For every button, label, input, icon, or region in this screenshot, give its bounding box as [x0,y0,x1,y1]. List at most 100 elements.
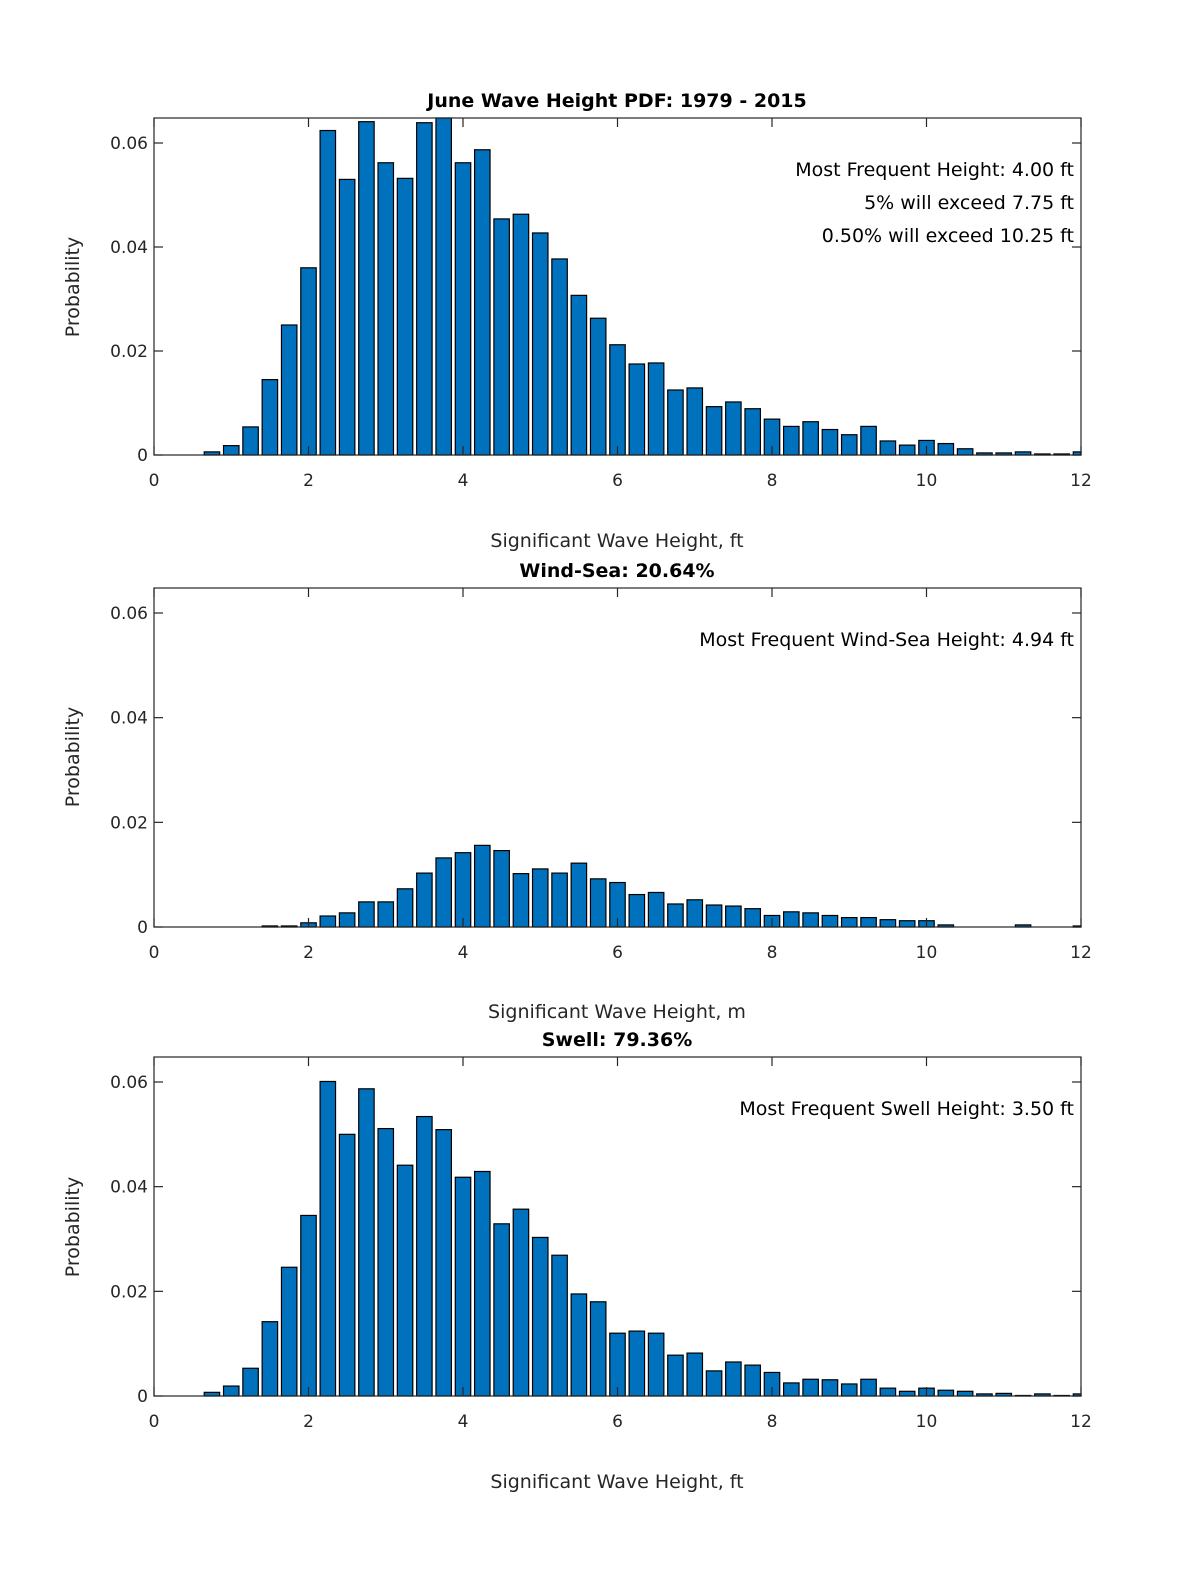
x-tick-label: 10 [916,943,938,963]
bar [898,1390,916,1397]
bar [242,1367,259,1397]
bar [821,1379,839,1397]
x-tick-label: 12 [1070,943,1092,963]
bar [782,911,800,928]
bar [396,1164,414,1397]
bar [725,1361,742,1397]
bar [840,1383,858,1397]
bar [338,912,356,928]
bar [551,1254,568,1397]
y-tick-label: 0.02 [110,813,148,833]
bar [589,878,607,928]
bar [473,844,491,928]
bar [744,908,762,928]
bar [570,862,588,928]
bar [744,408,762,456]
bar [667,1354,684,1397]
bar [744,1364,762,1397]
x-axis-label: Significant Wave Height, ft [490,1471,743,1493]
bar [222,445,240,456]
chart-wind-sea-pdf: Wind-Sea: 20.64% Significant Wave Height… [62,560,1092,1023]
bar [280,324,298,456]
y-tick-label: 0 [137,1387,148,1407]
bar [358,901,375,928]
bar [396,888,414,928]
bar [493,1223,510,1397]
annotation: 5% will exceed 7.75 ft [864,192,1074,214]
bar [377,162,395,456]
bar [609,344,626,456]
chart-title: June Wave Height PDF: 1979 - 2015 [425,90,806,112]
bar [551,258,568,456]
bar [628,893,646,928]
bar [956,1390,974,1397]
bar [319,1080,337,1397]
x-tick-label: 0 [149,1412,160,1432]
bar [222,1385,240,1397]
bar [512,873,530,928]
bar [454,852,472,928]
bar [570,1293,588,1397]
bar [358,121,375,456]
bar [647,891,665,928]
bar [416,122,433,456]
bar [725,905,742,928]
bar [531,868,549,928]
bar [242,426,259,456]
bar [628,1330,646,1397]
bar [898,444,916,456]
y-tick-label: 0.06 [110,134,148,154]
bar [609,1332,626,1397]
x-tick-label: 4 [458,943,469,963]
x-axis-label: Significant Wave Height, m [488,1001,746,1023]
bar [879,1387,897,1397]
y-tick-label: 0.04 [110,1178,148,1198]
bar [725,401,742,456]
bar [377,901,395,928]
bar [493,849,510,928]
y-tick-label: 0.06 [110,1073,148,1093]
y-tick-label: 0 [137,918,148,938]
x-tick-label: 10 [916,471,938,491]
bar [300,267,317,456]
bar [377,1127,395,1397]
bar [802,1378,819,1397]
bar [261,379,279,456]
bar [570,294,588,456]
bar [937,442,955,456]
bar [435,117,453,456]
x-tick-label: 8 [767,471,778,491]
bar [493,218,510,456]
bar [589,1301,607,1397]
bar [705,1370,723,1397]
bar [840,434,858,456]
bar [454,162,472,456]
x-tick-label: 12 [1070,1412,1092,1432]
y-tick-label: 0.04 [110,238,148,258]
bar-series [203,1080,1082,1397]
annotation: 0.50% will exceed 10.25 ft [822,225,1074,247]
bar [647,362,665,456]
bar [396,177,414,456]
y-axis-label: Probability [62,1177,84,1277]
x-tick-label: 4 [458,1412,469,1432]
bar [512,1208,530,1397]
bar [898,920,916,928]
bar [937,1389,955,1397]
y-tick-label: 0.04 [110,709,148,729]
bar [319,915,337,928]
x-tick-label: 0 [149,943,160,963]
bar [782,1382,800,1397]
bar [879,440,897,456]
x-tick-label: 4 [458,471,469,491]
bar [647,1332,665,1397]
bar [782,425,800,456]
y-axis-label: Probability [62,707,84,807]
bar [860,1378,877,1397]
bar [338,1133,356,1397]
x-tick-label: 8 [767,1412,778,1432]
bar [686,1352,704,1397]
x-tick-label: 8 [767,943,778,963]
annotation: Most Frequent Swell Height: 3.50 ft [739,1098,1074,1120]
bar [416,872,433,928]
